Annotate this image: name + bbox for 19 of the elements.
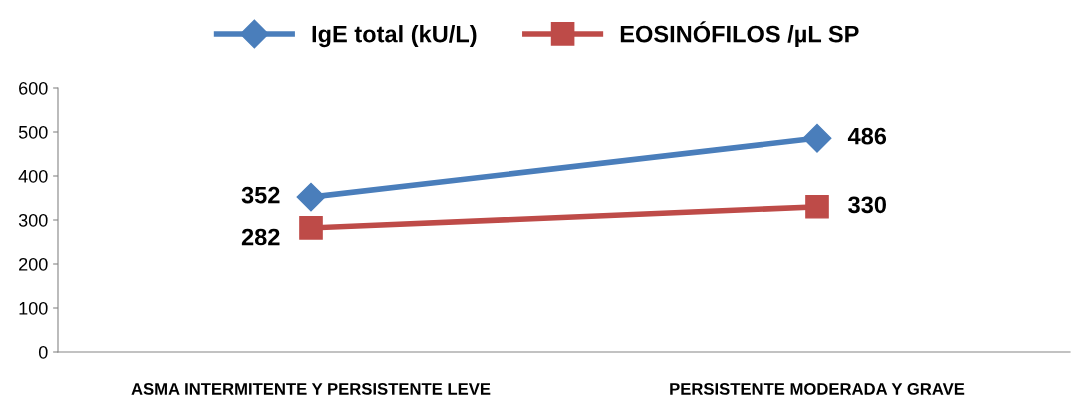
legend-label: IgE total (kU/L) — [312, 25, 477, 48]
y-tick-label: 0 — [38, 345, 48, 359]
y-tick-label: 500 — [18, 125, 48, 139]
data-label: 486 — [847, 127, 887, 145]
point — [296, 182, 326, 212]
legend-label: EOSINÓFILOS /µL SP — [620, 21, 859, 48]
y-tick-label: 300 — [18, 213, 48, 227]
y-tick-label: 400 — [18, 169, 48, 183]
data-label: 352 — [241, 186, 280, 204]
y-tick-label: 200 — [19, 257, 48, 271]
y-tick-label: 600 — [19, 81, 48, 95]
data-label: 282 — [241, 228, 280, 246]
x-tick-label: ASMA INTERMITENTE Y PERSISTENTE LEVE — [131, 383, 491, 395]
data-label: 330 — [848, 196, 886, 214]
x-tick-label: PERSISTENTE MODERADA Y GRAVE — [670, 383, 965, 395]
point — [299, 216, 323, 240]
point — [805, 194, 829, 219]
y-tick-label: 100 — [19, 301, 48, 315]
point — [802, 123, 832, 153]
